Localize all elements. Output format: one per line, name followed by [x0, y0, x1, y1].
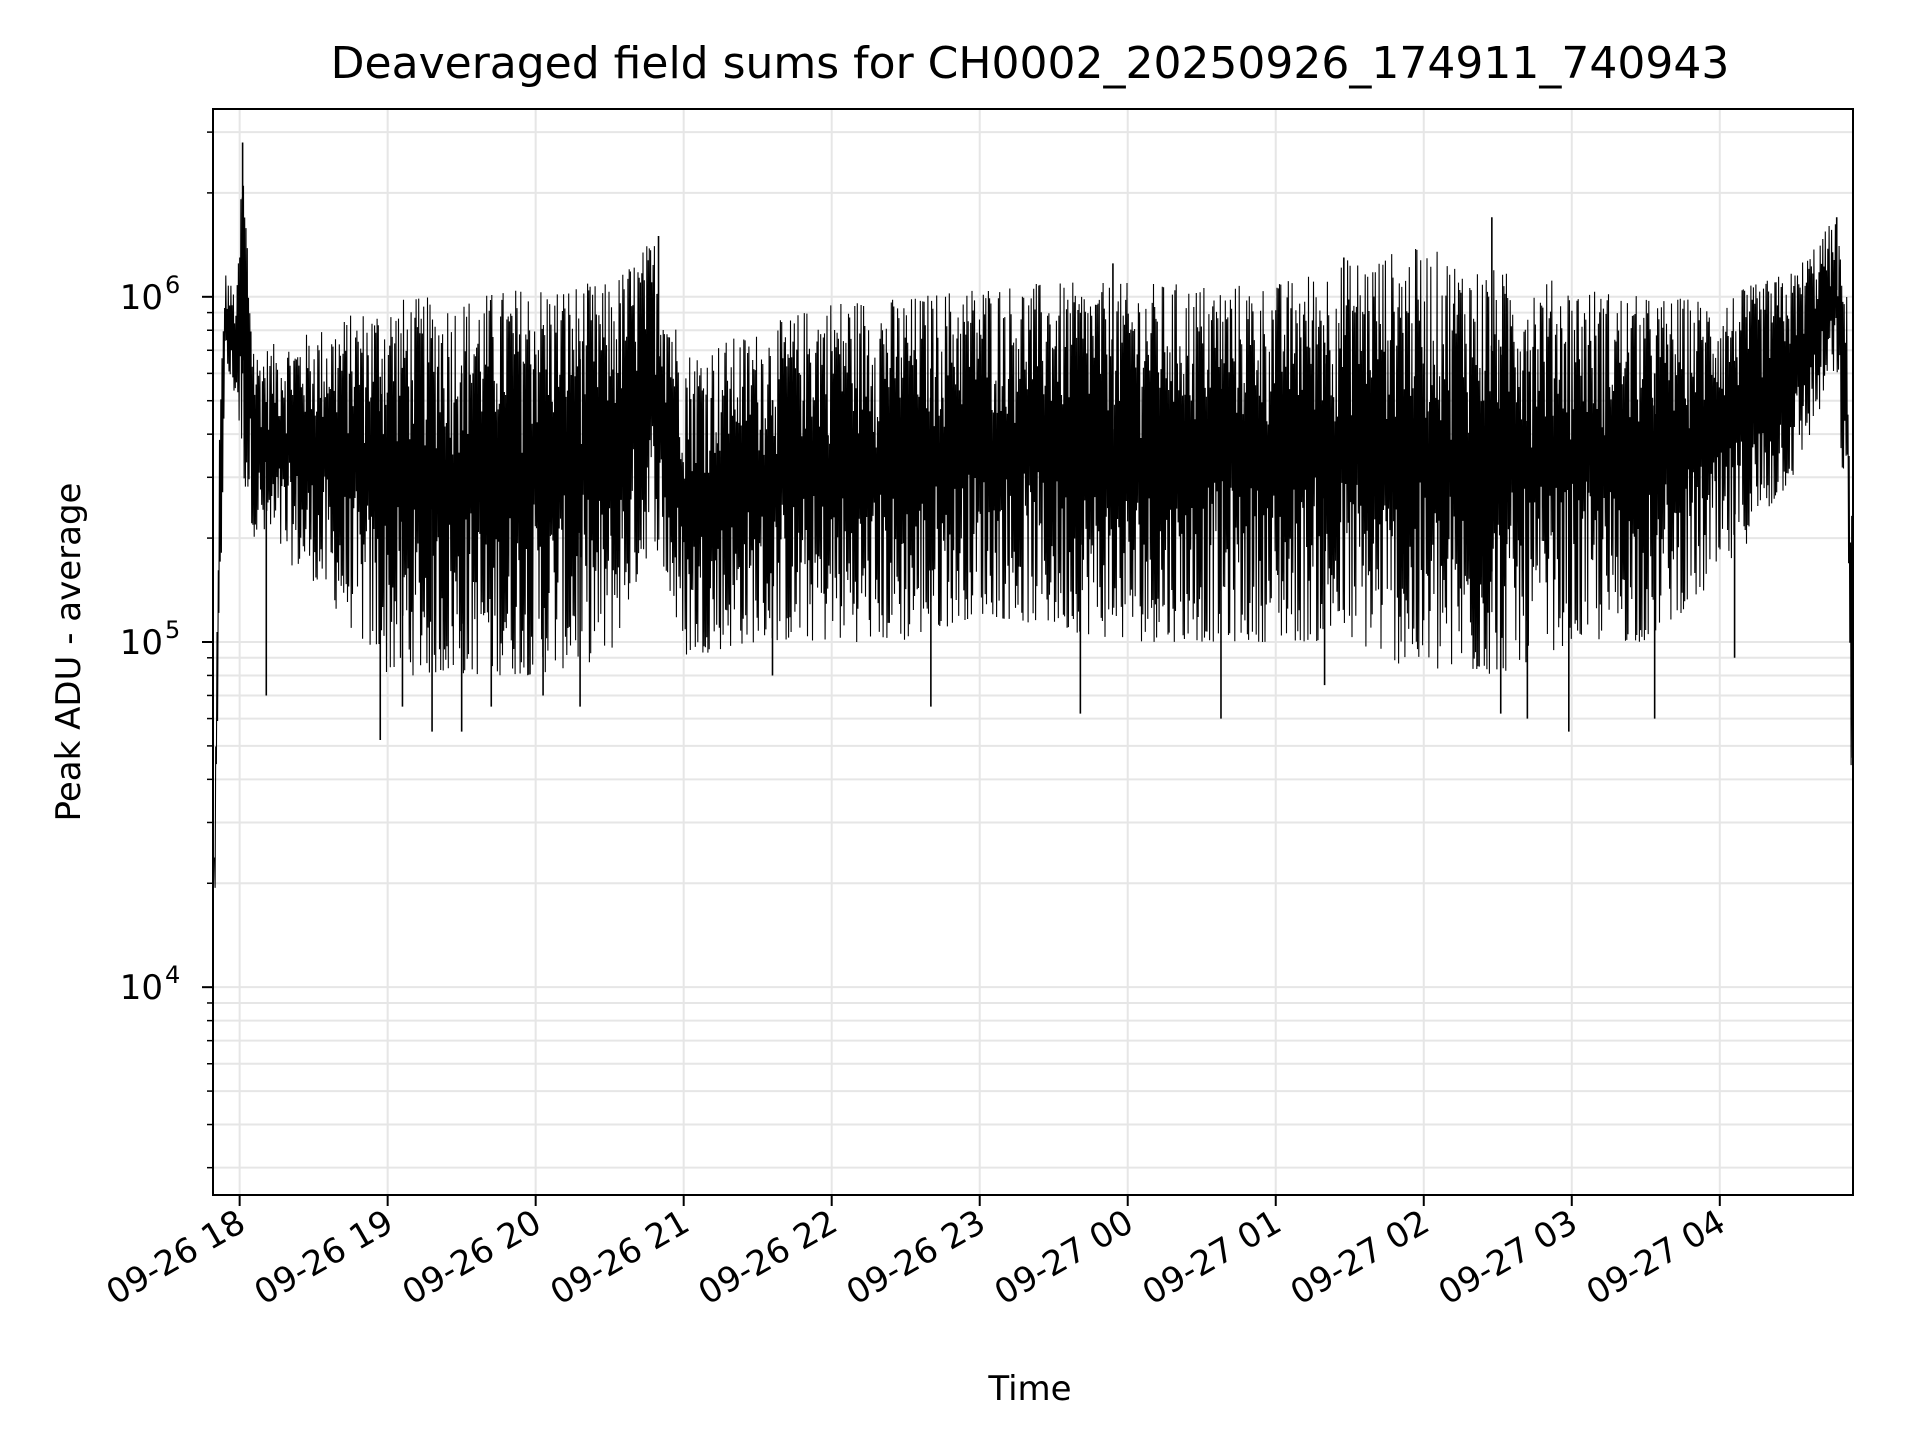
y-tick-label: 10 [120, 623, 163, 663]
y-tick-label: 10 [120, 278, 163, 318]
x-axis-label: Time [987, 1369, 1071, 1409]
chart-title: Deaveraged field sums for CH0002_2025092… [331, 38, 1730, 89]
series-line [213, 185, 1854, 888]
y-tick-exponent: 5 [165, 616, 180, 644]
axes-background [213, 109, 1853, 1195]
y-axis-label: Peak ADU - average [49, 483, 89, 822]
series-layer [213, 142, 1854, 888]
axes-frame [212, 108, 1854, 1196]
y-tick-exponent: 6 [165, 271, 180, 299]
plot-area [212, 108, 1854, 1196]
y-tick-label: 10 [120, 968, 163, 1008]
y-tick-exponent: 4 [165, 961, 180, 989]
